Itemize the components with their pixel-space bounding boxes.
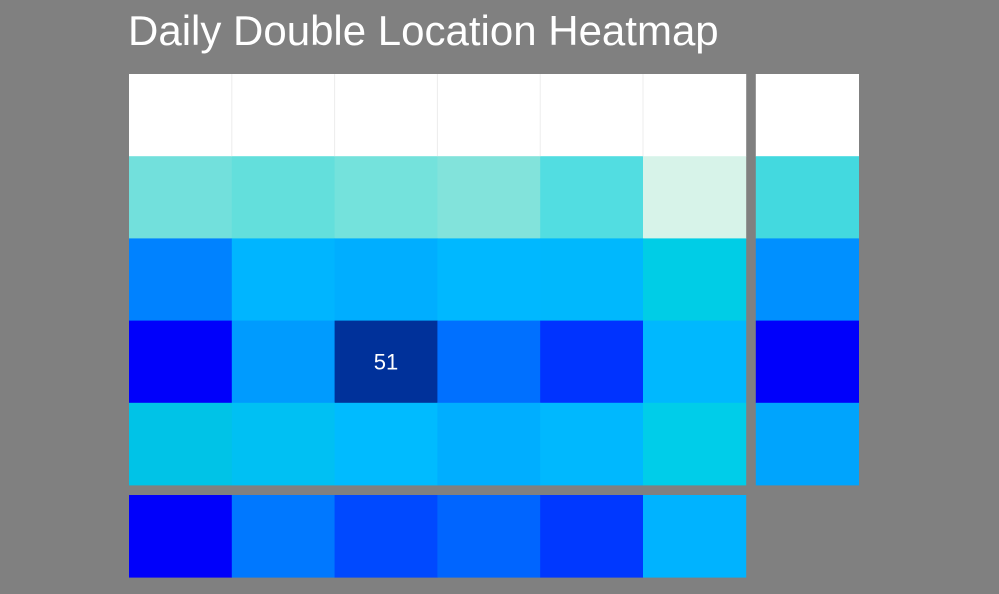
heatmap-cell-r2-c0: [129, 238, 233, 321]
heatmap-cell-r4-c5: [643, 402, 747, 486]
heatmap-cell-r3-c3: [437, 320, 541, 404]
heatmap-cell-r2-c4: [540, 238, 644, 321]
heatmap-cell-r3-c0: [129, 320, 233, 404]
heatmap-cell-r4-c1: [231, 402, 335, 486]
row-totals: [755, 74, 859, 486]
column-total-cell-4: [540, 495, 644, 578]
heatmap-cell-r4-c2: [334, 402, 438, 486]
heatmap-cell-r0-c4: [540, 74, 644, 157]
heatmap-cell-r0-c0: [129, 74, 233, 157]
column-total-cell-5: [643, 495, 747, 578]
row-total-cell-4: [755, 402, 859, 486]
row-total-cell-1: [755, 156, 859, 239]
heatmap-cell-r2-c3: [437, 238, 541, 321]
heatmap-cell-r1-c4: [540, 156, 644, 239]
row-total-cell-0: [755, 74, 859, 157]
column-totals: [129, 495, 747, 578]
heatmap-cell-r2-c2: [334, 238, 438, 321]
heatmap-cell-r1-c2: [334, 156, 438, 239]
heatmap-cell-r2-c5: [643, 238, 747, 321]
heatmap-cell-r3-c5: [643, 320, 747, 404]
heatmap-cell-r4-c4: [540, 402, 644, 486]
heatmap-cell-r3-c1: [231, 320, 335, 404]
heatmap-cell-r3-c2: [334, 320, 438, 404]
heatmap-cell-r2-c1: [231, 238, 335, 321]
chart-title: Daily Double Location Heatmap: [128, 7, 719, 54]
row-total-cell-2: [755, 238, 859, 321]
column-total-cell-1: [231, 495, 335, 578]
heatmap-cell-r1-c5: [643, 156, 747, 239]
heatmap-cell-r4-c3: [437, 402, 541, 486]
heatmap-cell-r1-c0: [129, 156, 233, 239]
column-total-cell-0: [129, 495, 233, 578]
row-total-cell-3: [755, 320, 859, 404]
heatmap-cell-r1-c1: [231, 156, 335, 239]
heatmap-cell-r0-c2: [334, 74, 438, 157]
heatmap-cell-r0-c5: [643, 74, 747, 157]
heatmap-cell-r4-c0: [129, 402, 233, 486]
cell-annotation-0: 51: [374, 350, 398, 375]
main-grid: [129, 74, 747, 486]
column-total-cell-3: [437, 495, 541, 578]
heatmap-cell-r1-c3: [437, 156, 541, 239]
cell-annotations: 51: [374, 350, 398, 375]
heatmap-cell-r0-c3: [437, 74, 541, 157]
heatmap-cell-r0-c1: [231, 74, 335, 157]
column-total-cell-2: [334, 495, 438, 578]
heatmap-cell-r3-c4: [540, 320, 644, 404]
